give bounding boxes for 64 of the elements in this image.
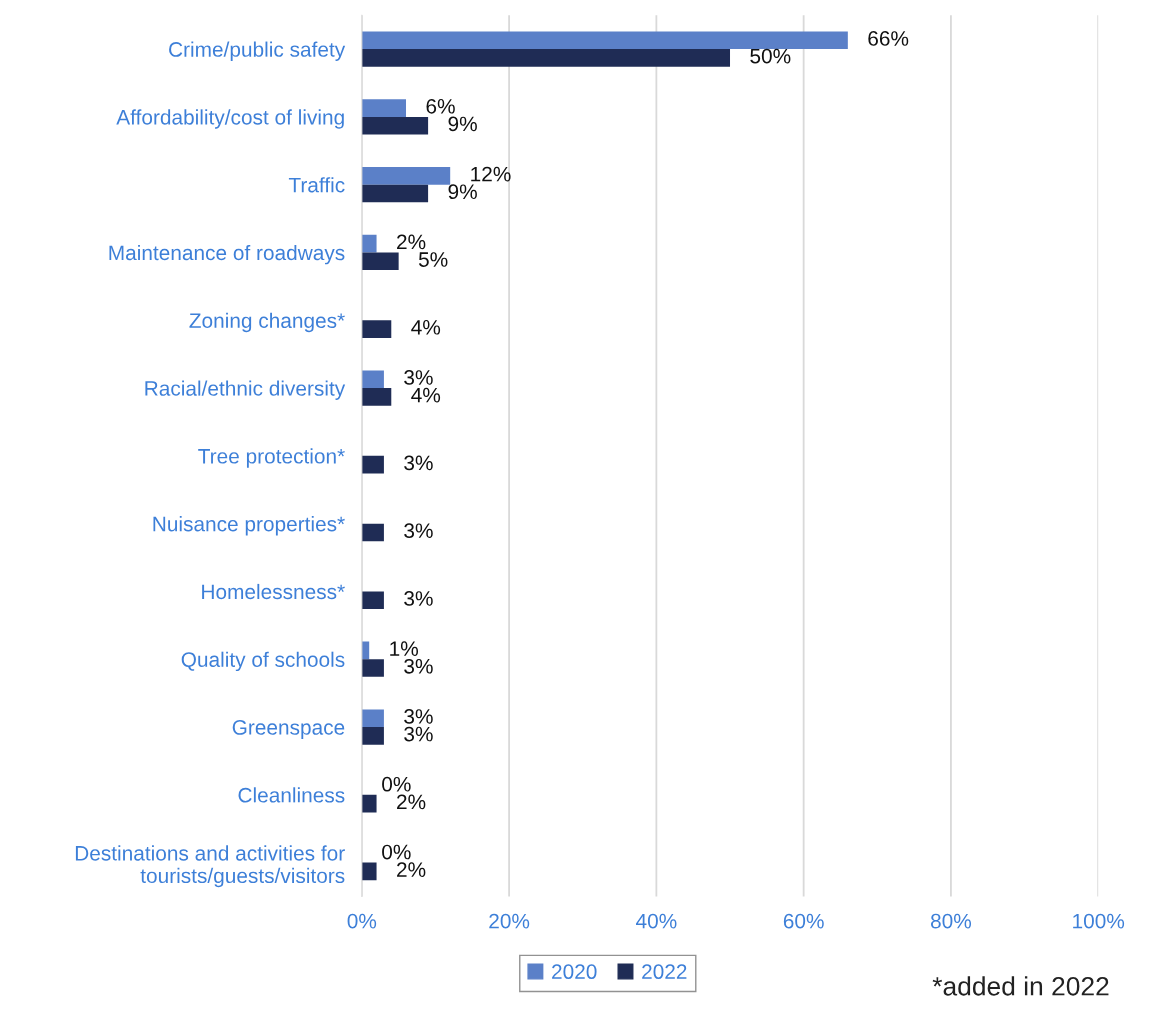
- bar: [361, 252, 399, 271]
- y-tick-label: Affordability/cost of living: [116, 109, 344, 129]
- bar: [361, 709, 384, 728]
- x-tick-label: 40%: [636, 913, 677, 929]
- bar: [361, 388, 392, 406]
- bar: [361, 370, 384, 389]
- legend-label: 2020: [552, 964, 597, 980]
- bar: [361, 320, 392, 338]
- y-tick-label: Homelessness*: [202, 583, 345, 600]
- bar: [361, 49, 731, 67]
- bar: [361, 234, 377, 253]
- bar: [361, 31, 848, 50]
- data-label: 3%: [404, 726, 433, 742]
- y-tick-label: Greenspace: [232, 720, 345, 739]
- data-label: 3%: [404, 370, 433, 385]
- bar: [361, 794, 377, 813]
- data-label: 0%: [382, 776, 411, 792]
- y-tick-label: Crime/public safety: [169, 41, 346, 61]
- data-label: 2%: [397, 234, 426, 250]
- y-tick-label: Zoning changes*: [189, 312, 345, 333]
- data-label: 66%: [868, 31, 909, 46]
- legend-label: 2022: [642, 964, 687, 980]
- data-label: 9%: [448, 116, 477, 132]
- x-tick-label: 20%: [489, 913, 530, 929]
- data-label: 1%: [390, 641, 419, 656]
- bar: [361, 659, 384, 677]
- y-tick-label: Cleanliness: [238, 787, 345, 803]
- bar: [361, 523, 384, 542]
- data-label: 3%: [404, 658, 433, 674]
- data-label: 2%: [397, 794, 426, 810]
- bar: [361, 727, 384, 745]
- bar: [361, 167, 451, 185]
- data-label: 3%: [404, 523, 433, 539]
- bar: [361, 862, 377, 881]
- bar: [361, 641, 370, 660]
- data-label: 12%: [471, 166, 511, 182]
- data-label: 6%: [426, 98, 455, 114]
- y-tick-label: Nuisance properties*: [153, 516, 345, 536]
- data-label: 4%: [411, 320, 441, 335]
- bar: [361, 455, 384, 474]
- bar: [361, 99, 407, 117]
- bar: [361, 116, 429, 135]
- y-tick-label: Tree protection*: [198, 448, 345, 468]
- bar: [361, 591, 384, 610]
- x-tick-label: 60%: [783, 913, 824, 929]
- data-label: 3%: [404, 709, 433, 724]
- x-tick-label: 80%: [930, 913, 972, 929]
- data-label: 3%: [404, 591, 433, 606]
- data-label: 4%: [411, 387, 441, 403]
- y-tick-label: Racial/ethnic diversity: [145, 380, 346, 400]
- data-label: 9%: [448, 184, 477, 200]
- bar: [361, 184, 429, 203]
- y-tick-label: Quality of schools: [181, 651, 345, 672]
- y-tick-label: Traffic: [288, 177, 345, 193]
- data-label: 0%: [382, 844, 411, 860]
- data-label: 2%: [397, 862, 426, 877]
- x-tick-label: 100%: [1073, 913, 1125, 929]
- data-label: 50%: [750, 48, 791, 64]
- y-tick-label: Destinations and activities for tourists/guests/visitors: [75, 845, 345, 888]
- data-label: 3%: [404, 455, 433, 471]
- data-label: 5%: [418, 252, 448, 267]
- text: *added in 2022: [932, 976, 1109, 996]
- x-tick-label: 0%: [347, 913, 377, 929]
- y-tick-label: Maintenance of roadways: [109, 244, 345, 265]
